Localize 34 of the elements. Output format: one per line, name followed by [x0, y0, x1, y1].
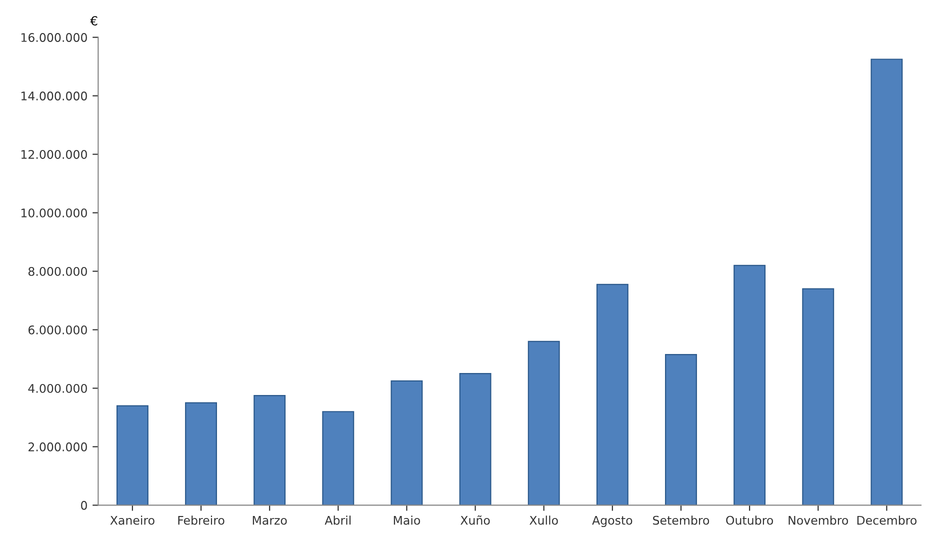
x-tick-label: Decembro [857, 516, 916, 525]
y-tick-label: 0 [81, 500, 87, 510]
x-tick-label: Xullo [530, 516, 558, 525]
y-tick-label: 6.000.000 [28, 325, 87, 334]
y-tick-label: 16.000.000 [21, 33, 87, 42]
bar [116, 405, 148, 506]
y-tick-label: 10.000.000 [21, 208, 87, 218]
bar [802, 288, 834, 506]
x-tick-label: Xuño [460, 515, 490, 525]
bar [322, 411, 354, 506]
y-tick-label: 14.000.000 [21, 92, 87, 100]
x-tick-label: Novembro [788, 516, 848, 525]
bar [390, 380, 423, 506]
bar [665, 354, 697, 506]
x-tick-label: Agosto [592, 516, 632, 528]
bar [254, 394, 286, 506]
bar [734, 264, 766, 506]
bar [528, 340, 560, 506]
x-tick-label: Maio [394, 516, 420, 525]
x-tick-label: Setembro [653, 516, 710, 525]
x-tick-label: Outubro [726, 516, 774, 525]
y-tick-label: 2.000.000 [28, 442, 87, 452]
y-tick-label: 8.000.000 [28, 266, 87, 276]
y-axis-title: € [90, 16, 98, 26]
y-tick-label: 12.000.000 [21, 150, 87, 159]
bar [459, 373, 492, 506]
x-tick-label: Abril [324, 516, 351, 525]
x-tick-label: Xaneiro [110, 516, 154, 525]
bar [870, 58, 903, 506]
x-tick-label: Febreiro [178, 516, 224, 525]
bar [596, 284, 628, 506]
y-tick-label: 4.000.000 [28, 384, 87, 393]
bar [185, 402, 218, 506]
x-tick-label: Marzo [252, 516, 287, 525]
